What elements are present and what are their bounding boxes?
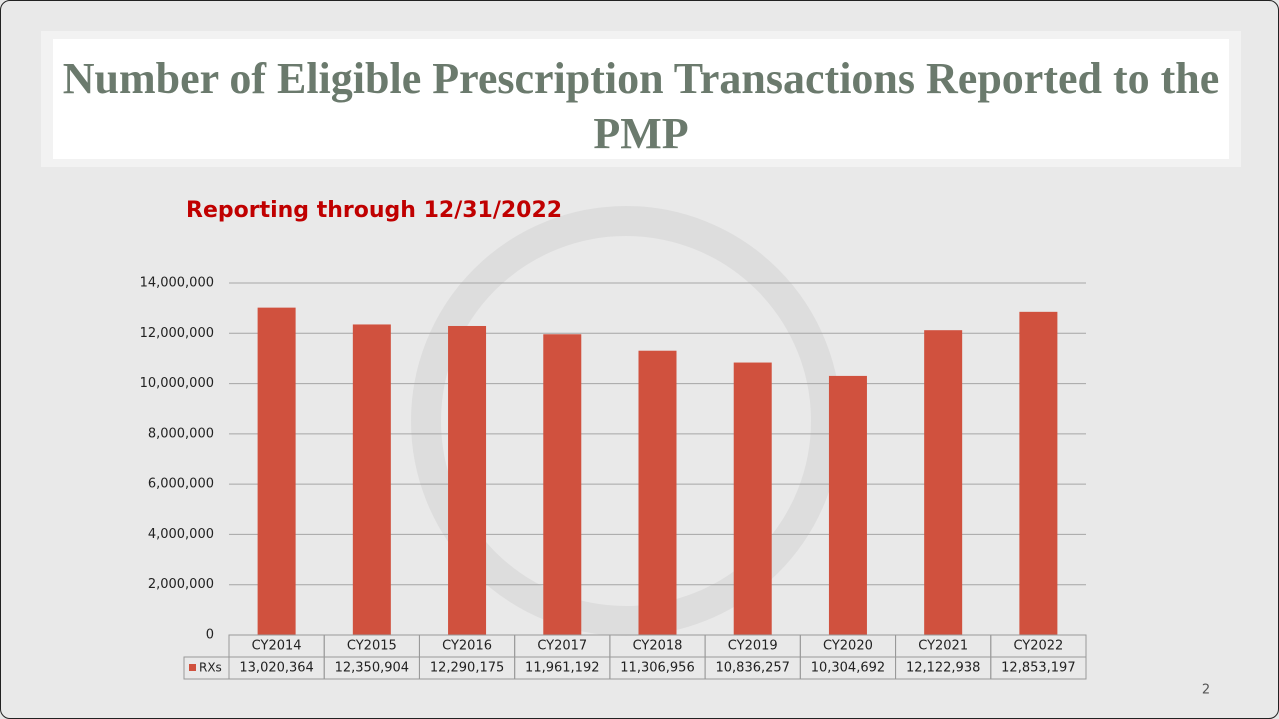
x-tick-label: CY2020 (823, 639, 873, 654)
bar (543, 334, 582, 635)
bar (1019, 311, 1058, 635)
data-label: 13,020,364 (239, 661, 313, 676)
bar (257, 307, 296, 635)
slide-number: 2 (1202, 683, 1210, 698)
data-label: 11,306,956 (620, 661, 694, 676)
y-tick-label: 8,000,000 (148, 426, 214, 441)
y-tick-label: 14,000,000 (140, 276, 214, 291)
bar (924, 330, 963, 635)
y-tick-label: 0 (206, 628, 214, 643)
data-label: 12,122,938 (906, 661, 980, 676)
chart-subtitle: Reporting through 12/31/2022 (186, 198, 562, 223)
y-tick-label: 4,000,000 (148, 527, 214, 542)
y-tick-label: 6,000,000 (148, 477, 214, 492)
title-inner: Number of Eligible Prescription Transact… (53, 39, 1229, 159)
x-tick-label: CY2022 (1013, 639, 1063, 654)
data-label: 12,350,904 (335, 661, 409, 676)
data-label: 12,853,197 (1001, 661, 1075, 676)
title-box: Number of Eligible Prescription Transact… (41, 31, 1241, 167)
x-tick-label: CY2019 (728, 639, 778, 654)
bar (352, 324, 391, 635)
legend-label: RXs (199, 661, 222, 675)
table-cell (990, 634, 1087, 658)
bar (828, 375, 867, 635)
x-tick-label: CY2014 (252, 639, 302, 654)
chart-title: Number of Eligible Prescription Transact… (62, 54, 1220, 158)
bar (733, 362, 772, 635)
x-tick-label: CY2021 (918, 639, 968, 654)
y-tick-label: 2,000,000 (148, 577, 214, 592)
x-tick-label: CY2015 (347, 639, 397, 654)
bar (448, 325, 487, 635)
data-label: 10,836,257 (716, 661, 790, 676)
data-label: 10,304,692 (811, 661, 885, 676)
bar (638, 350, 677, 635)
data-label: 12,290,175 (430, 661, 504, 676)
watermark-seal (411, 206, 841, 636)
y-tick-label: 12,000,000 (140, 326, 214, 341)
x-tick-label: CY2016 (442, 639, 492, 654)
x-tick-label: CY2017 (537, 639, 587, 654)
legend-swatch (189, 664, 196, 671)
data-label: 11,961,192 (525, 661, 599, 676)
y-tick-label: 10,000,000 (140, 376, 214, 391)
x-tick-label: CY2018 (633, 639, 683, 654)
